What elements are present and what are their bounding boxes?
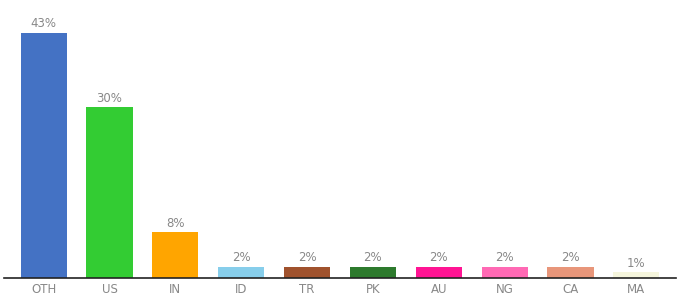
Text: 2%: 2% <box>561 251 580 264</box>
Bar <box>86 107 133 278</box>
Text: 2%: 2% <box>430 251 448 264</box>
Bar <box>284 267 330 278</box>
Bar <box>152 232 199 278</box>
Text: 2%: 2% <box>364 251 382 264</box>
Bar <box>613 272 660 278</box>
Bar <box>350 267 396 278</box>
Text: 1%: 1% <box>627 257 645 270</box>
Text: 30%: 30% <box>97 92 122 105</box>
Bar <box>218 267 265 278</box>
Bar <box>20 33 67 278</box>
Text: 8%: 8% <box>166 217 185 230</box>
Text: 2%: 2% <box>298 251 316 264</box>
Bar <box>415 267 462 278</box>
Bar <box>481 267 528 278</box>
Text: 43%: 43% <box>31 17 56 30</box>
Text: 2%: 2% <box>495 251 514 264</box>
Bar <box>547 267 594 278</box>
Text: 2%: 2% <box>232 251 250 264</box>
